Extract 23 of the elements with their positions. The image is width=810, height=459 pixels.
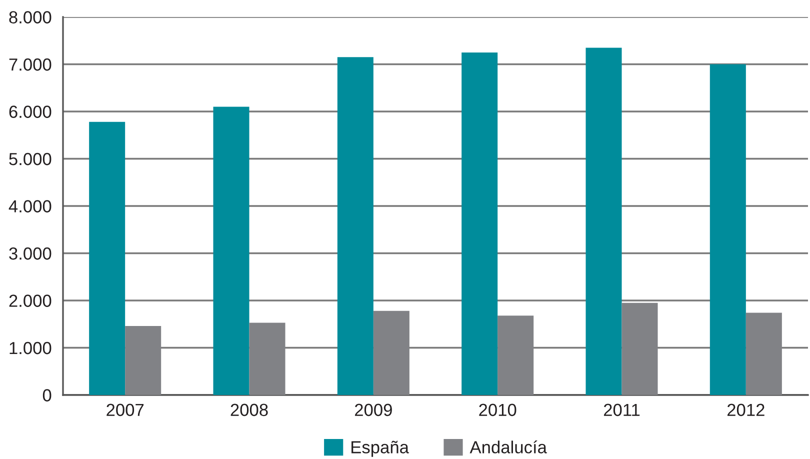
x-tick-label: 2012 [727, 404, 764, 416]
y-tick-label: 1.000 [10, 342, 52, 354]
bar [89, 122, 126, 395]
y-tick-label: 2.000 [9, 294, 52, 307]
y-tick-label: 5.000 [9, 152, 52, 166]
bar [337, 57, 374, 395]
y-tick-label: 8.000 [9, 11, 52, 24]
y-tick-label: 7.000 [9, 58, 52, 71]
bar [586, 48, 622, 395]
x-tick-label: 2007 [106, 404, 144, 416]
x-tick-label: 2011 [604, 404, 640, 416]
y-tick-label: 6.000 [9, 106, 52, 118]
bar [213, 106, 250, 395]
x-tick-label: 2009 [354, 404, 392, 416]
legend-label: España [352, 440, 409, 457]
y-tick-label: 0 [42, 389, 52, 402]
y-tick-label: 4.000 [8, 200, 52, 212]
bar [462, 52, 498, 395]
legend-label: Andalucía [470, 440, 547, 454]
bar [710, 64, 746, 395]
y-tick-label: 3.000 [9, 247, 52, 260]
x-tick-label: 2008 [230, 404, 268, 416]
x-tick-label: 2010 [479, 404, 516, 416]
